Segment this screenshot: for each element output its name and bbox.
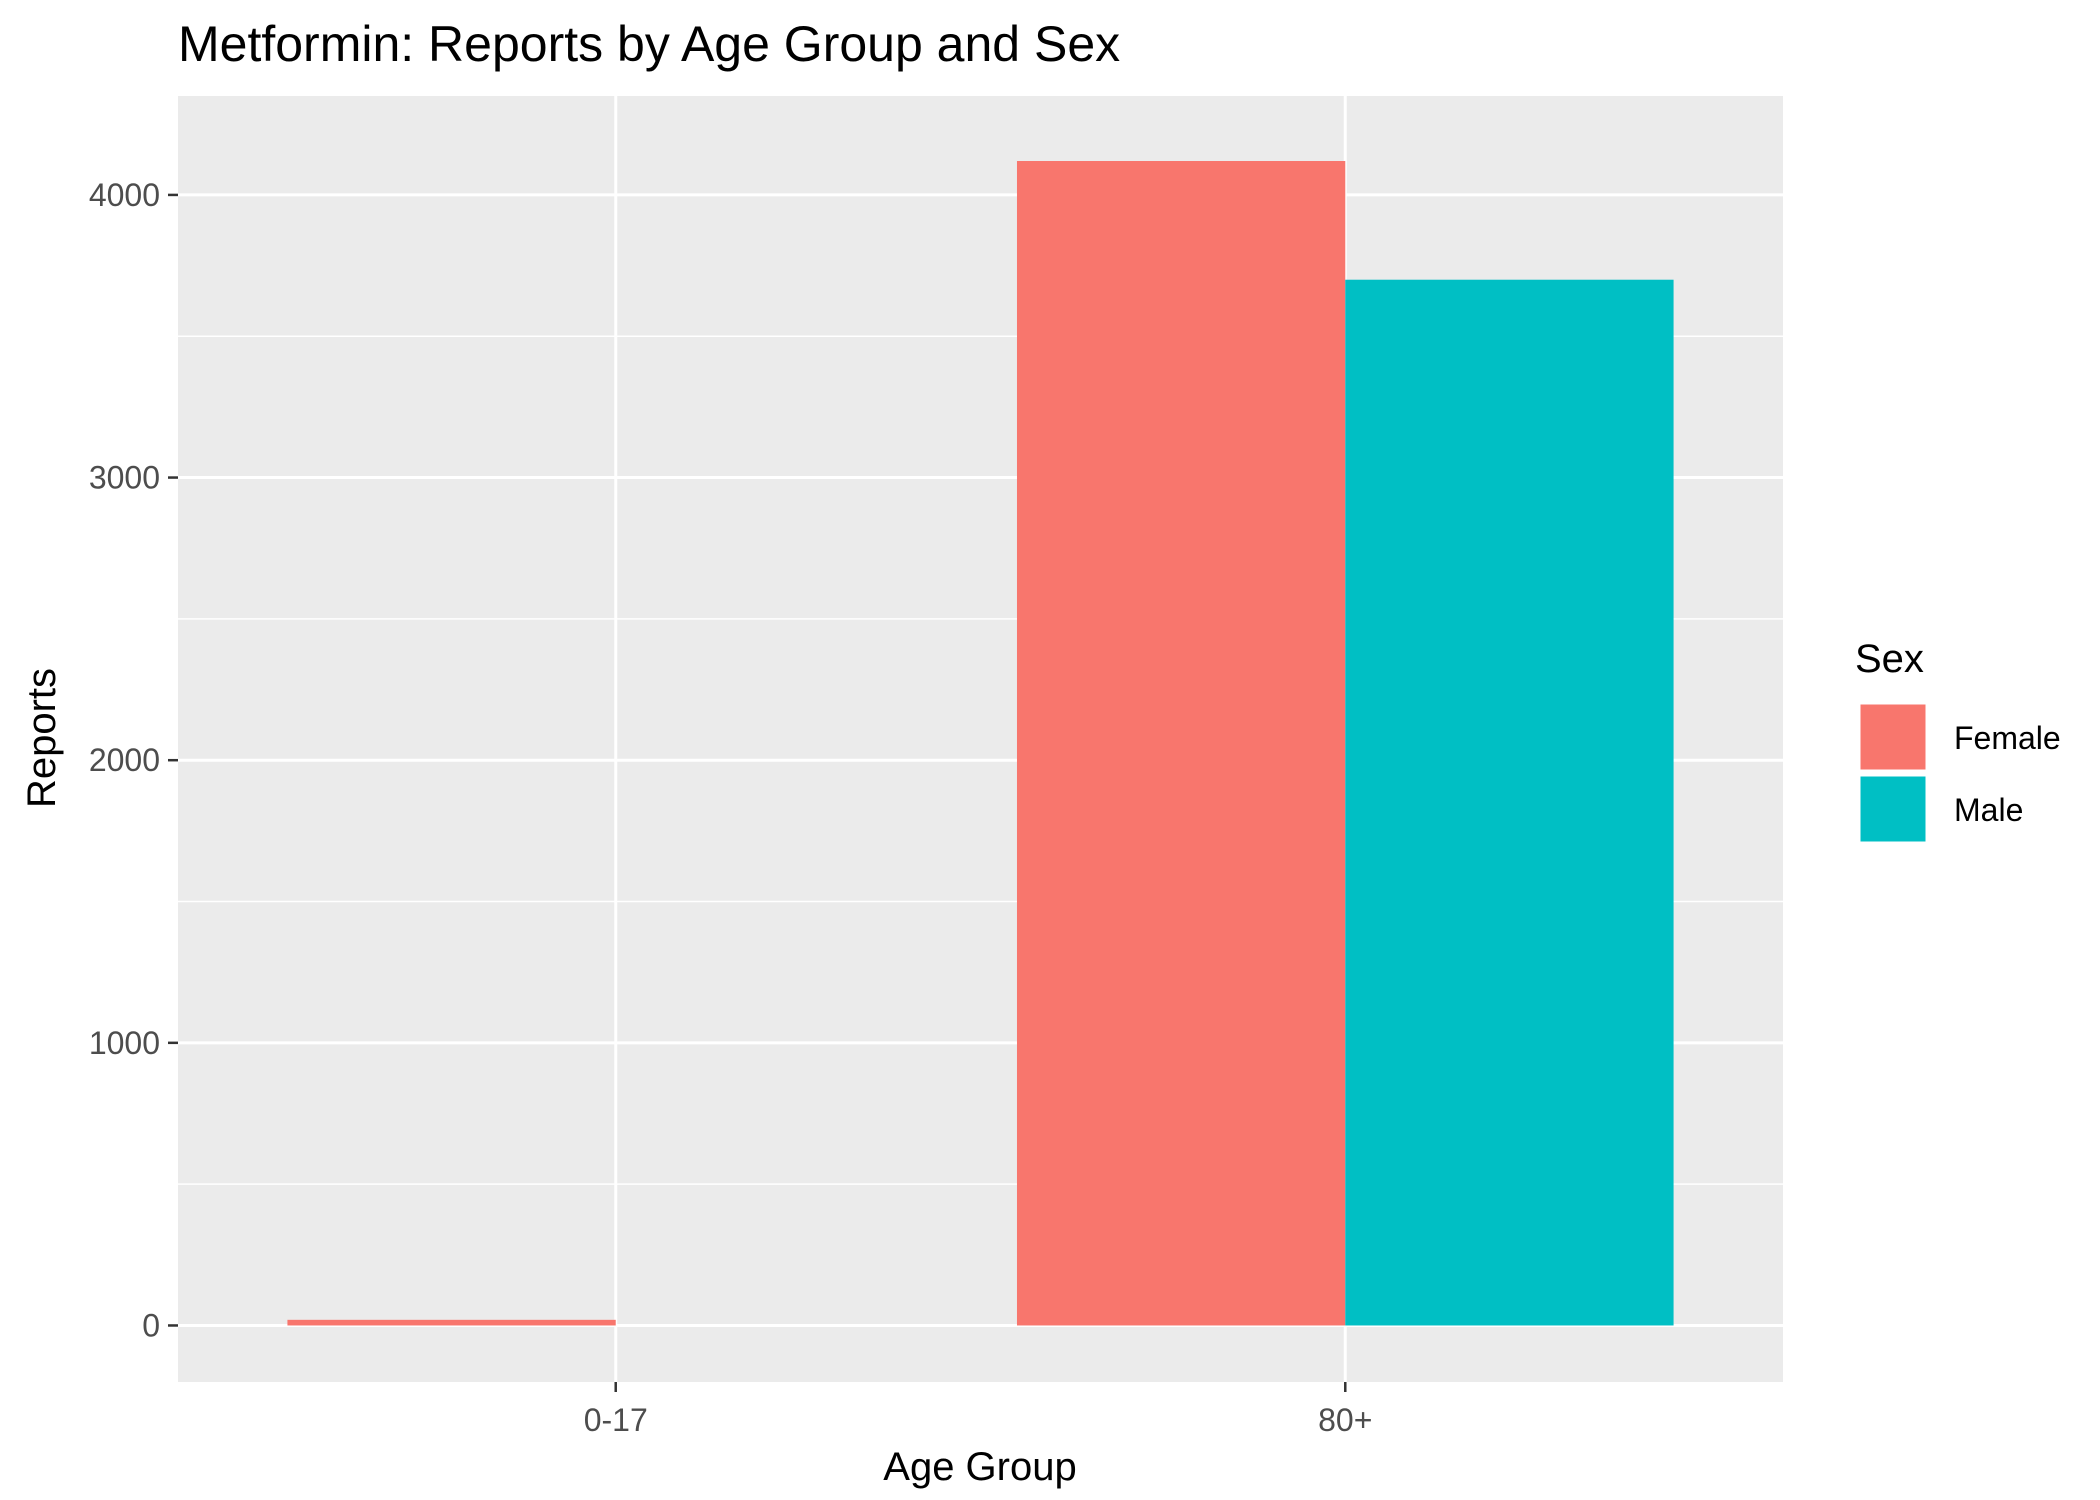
legend-label-male: Male bbox=[1954, 792, 2023, 828]
y-tick-label: 3000 bbox=[89, 460, 160, 496]
y-axis-title: Reports bbox=[20, 668, 64, 808]
x-axis: 0-17 80+ bbox=[584, 1382, 1372, 1438]
y-axis: 0 1000 2000 3000 4000 bbox=[89, 177, 178, 1343]
legend-key-female bbox=[1857, 701, 1929, 773]
x-axis-title: Age Group bbox=[883, 1445, 1076, 1489]
x-tick-label: 80+ bbox=[1318, 1402, 1372, 1438]
bar-male-80+ bbox=[1345, 279, 1674, 1326]
x-tick-label: 0-17 bbox=[584, 1402, 648, 1438]
bars bbox=[287, 161, 1674, 1326]
y-tick-label: 4000 bbox=[89, 177, 160, 213]
legend-label-female: Female bbox=[1954, 720, 2061, 756]
legend-title: Sex bbox=[1855, 637, 1924, 681]
bar-female-0-17 bbox=[287, 1319, 616, 1326]
legend-key-male bbox=[1857, 773, 1929, 845]
bar-female-80+ bbox=[1016, 161, 1346, 1326]
chart-title: Metformin: Reports by Age Group and Sex bbox=[178, 16, 1120, 72]
y-tick-label: 0 bbox=[142, 1307, 160, 1343]
y-tick-label: 1000 bbox=[89, 1025, 160, 1061]
y-tick-label: 2000 bbox=[89, 742, 160, 778]
legend: Sex Female Male bbox=[1855, 637, 2061, 845]
